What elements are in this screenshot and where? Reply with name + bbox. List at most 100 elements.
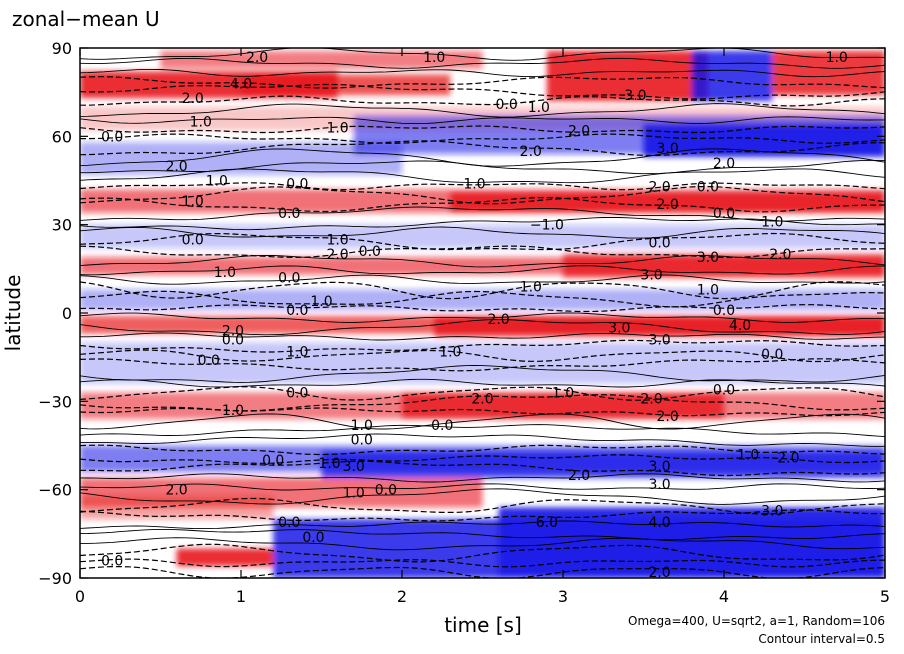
- contour-label: 0.0: [286, 386, 308, 402]
- parameters-note: Omega=400, U=sqrt2, a=1, Random=106: [628, 614, 885, 628]
- positive-shade-20: [402, 392, 724, 419]
- contour-line: [80, 312, 885, 323]
- contour-label: 2.0: [182, 91, 204, 107]
- contour-line: [80, 254, 885, 268]
- contour-label: 1.0: [520, 280, 542, 296]
- contour-label: 0.0: [496, 97, 518, 113]
- negative-shade-5: [691, 50, 773, 101]
- x-axis-label: time [s]: [444, 613, 522, 637]
- contour-label: 1.0: [343, 486, 365, 502]
- contour-label: 1.0: [351, 418, 373, 434]
- contour-label: 0.0: [697, 179, 719, 195]
- contour-line: [80, 537, 885, 551]
- contour-label: 2.0: [657, 409, 679, 425]
- contour-line: [80, 339, 885, 353]
- shaded-field: [80, 50, 885, 578]
- negative-shade-9: [80, 142, 402, 175]
- positive-shade-11: [450, 192, 885, 213]
- positive-shade-27: [176, 548, 274, 567]
- contour-label: 3.0: [648, 459, 670, 475]
- contour-interval-note: Contour interval=0.5: [758, 632, 885, 646]
- contour-line: [80, 358, 885, 372]
- y-tick-label: 90: [52, 39, 72, 58]
- contour-labels: 2.0 1.0 1.04.03.02.0 0.0 1.01.0 1.0 2.00.02.0 3…: [101, 50, 848, 581]
- y-tick-label: −30: [38, 392, 72, 411]
- contour-label: 2.0: [487, 312, 509, 328]
- x-tick-label: 1: [236, 587, 246, 606]
- contour-label: 0.0: [286, 303, 308, 319]
- contour-label: 2.0: [568, 468, 590, 484]
- negative-shade-15: [80, 289, 885, 311]
- contour-label: 1.0: [697, 282, 719, 298]
- contour-label: 1.0: [214, 265, 236, 281]
- contour-line: [80, 226, 885, 239]
- contour-line: [80, 116, 885, 125]
- contour-label: 2.0: [165, 159, 187, 175]
- contour-line: [80, 133, 885, 144]
- contour-label: 1.0: [222, 403, 244, 419]
- contour-line: [80, 407, 885, 417]
- contour-label: 0.0: [278, 515, 300, 531]
- plot-area: 2.0 1.0 1.04.03.02.0 0.0 1.01.0 1.0 2.00.02.0 3…: [80, 48, 885, 581]
- contour-label: 0.0: [101, 129, 123, 145]
- contour-label: 0.0: [375, 483, 397, 499]
- contour-label: 2.0: [713, 156, 735, 172]
- x-tick-label: 3: [558, 587, 568, 606]
- contour-label: 1.0: [528, 100, 550, 116]
- contour-label: 1.0: [318, 456, 340, 472]
- x-tick-label: 2: [397, 587, 407, 606]
- contour-line: [80, 57, 885, 69]
- contour-label: 6.0: [536, 515, 558, 531]
- contour-label: 2.0: [648, 565, 670, 581]
- positive-shade-24: [80, 495, 274, 520]
- contour-label: −1.0: [530, 218, 564, 234]
- contour-line: [80, 488, 885, 505]
- contour-label: 2.0: [471, 391, 493, 407]
- contour-label: 2.0: [246, 50, 268, 66]
- contour-label: 0.0: [359, 244, 381, 260]
- contour-label: 0.0: [302, 530, 324, 546]
- contour-label: 0.0: [648, 235, 670, 251]
- contour-label: 0.0: [286, 176, 308, 192]
- contour-line: [80, 216, 885, 231]
- contour-label: 1.0: [310, 294, 332, 310]
- contour-label: 0.0: [222, 333, 244, 349]
- contour-lines: [80, 48, 885, 578]
- y-axis: 90 60 30 0 −30 −60 −90: [38, 39, 885, 588]
- contour-label: 0.0: [713, 206, 735, 222]
- contour-label: 1.0: [326, 121, 348, 137]
- y-tick-label: 0: [62, 304, 72, 323]
- contour-label: 2.0: [222, 324, 244, 340]
- contour-line: [80, 68, 885, 78]
- contour-line: [80, 304, 885, 313]
- chart-title: zonal−mean U: [12, 7, 160, 31]
- contour-label: 2.0: [520, 144, 542, 160]
- contour-label: 3.0: [648, 477, 670, 493]
- contour-label: 4.0: [729, 318, 751, 334]
- contour-label: 3.0: [657, 141, 679, 157]
- contour-label: 3.0: [761, 503, 783, 519]
- x-tick-label: 0: [75, 587, 85, 606]
- contour-label: 2.0: [640, 391, 662, 407]
- contour-label: 0.0: [351, 433, 373, 449]
- contour-line: [80, 454, 885, 464]
- contour-line: [80, 413, 885, 430]
- y-axis-label: latitude: [1, 275, 25, 352]
- contour-label: 0.0: [431, 418, 453, 434]
- contour-label: 0.0: [182, 232, 204, 248]
- contour-label: 2.0: [777, 450, 799, 466]
- contour-line: [80, 274, 885, 285]
- contour-label: 1.0: [190, 115, 212, 131]
- contour-line: [80, 332, 885, 341]
- contour-line: [80, 433, 885, 447]
- x-axis: 0 1 2 3 4 5: [75, 48, 890, 606]
- contour-line: [80, 83, 885, 100]
- contour-line: [80, 473, 885, 483]
- positive-shade-3: [546, 50, 708, 101]
- contour-label: 1.0: [463, 176, 485, 192]
- contour-label: 3.0: [648, 333, 670, 349]
- contour-line: [80, 125, 885, 134]
- contour-label: 4.0: [230, 76, 252, 92]
- contour-line: [80, 319, 885, 336]
